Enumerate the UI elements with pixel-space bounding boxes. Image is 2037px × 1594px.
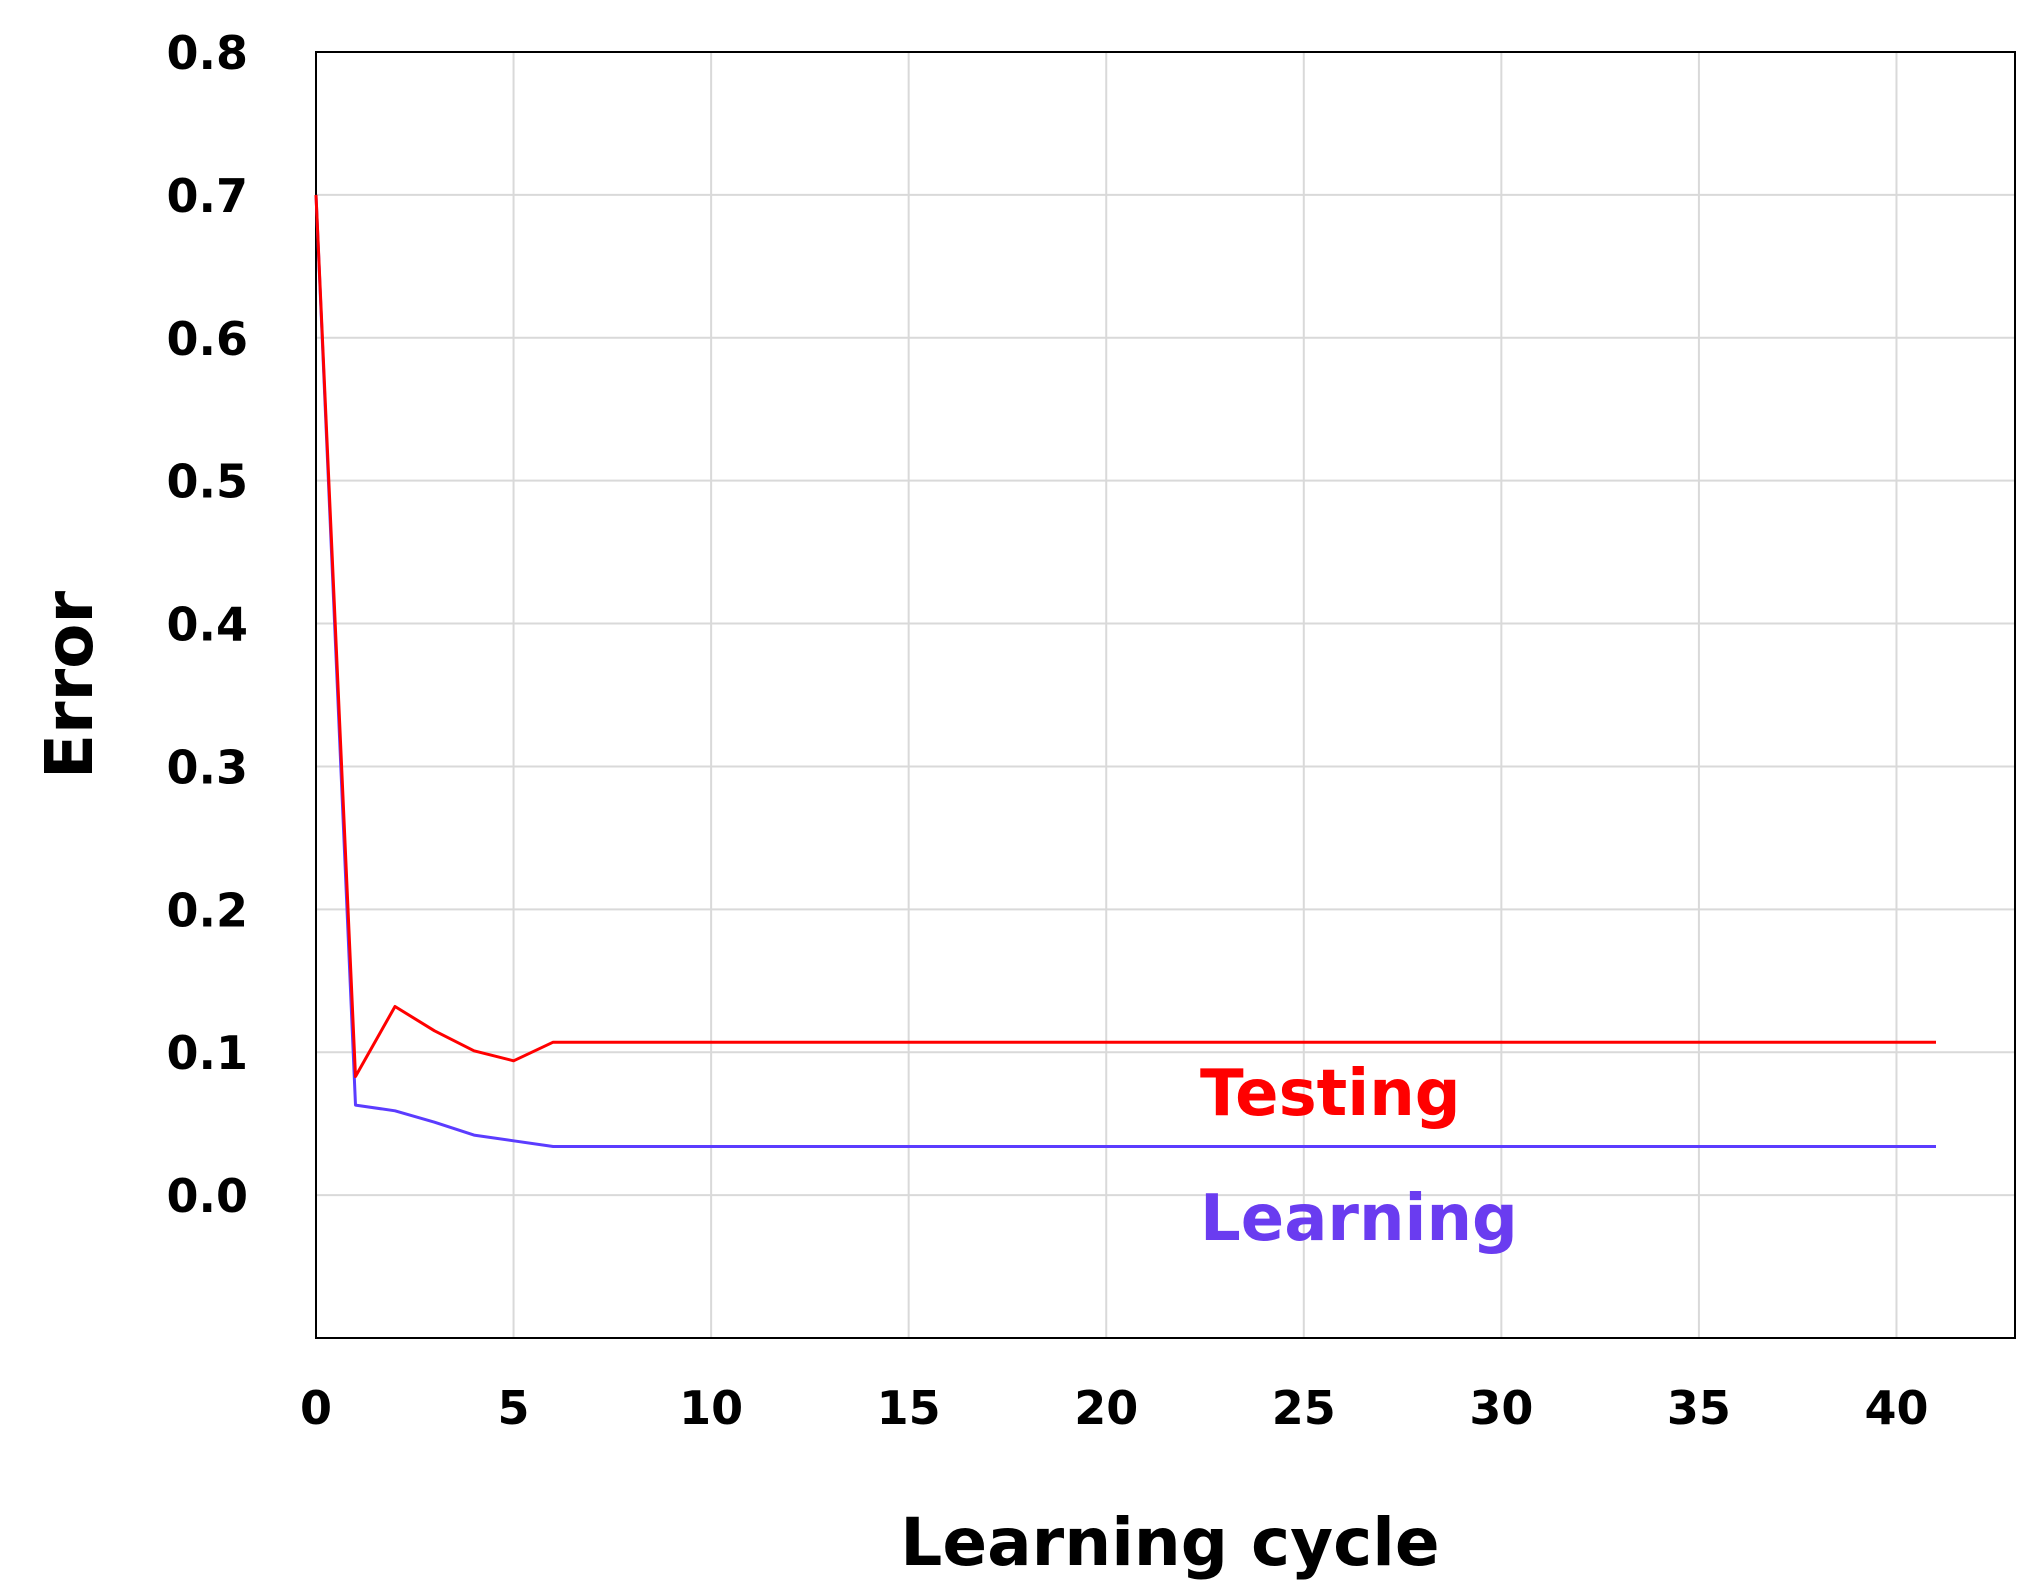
x-tick-label: 35 (1667, 1381, 1731, 1435)
x-tick-label: 25 (1272, 1381, 1336, 1435)
series-label-testing: Testing (1200, 1057, 1461, 1131)
series-label-learning: Learning (1200, 1182, 1518, 1256)
x-tick-label: 20 (1074, 1381, 1138, 1435)
series-line-learning (314, 194, 1936, 1148)
y-tick-label: 0.7 (167, 169, 249, 223)
y-tick-labels: 0.0 0.1 0.2 0.3 0.4 0.5 0.6 0.7 0.8 (167, 26, 249, 1223)
x-tick-label: 5 (498, 1381, 530, 1435)
x-tick-label: 10 (679, 1381, 743, 1435)
y-tick-label: 0.5 (167, 455, 249, 509)
x-tick-label: 0 (300, 1381, 332, 1435)
plot-frame (315, 51, 2016, 1339)
x-tick-label: 30 (1469, 1381, 1533, 1435)
y-tick-label: 0.1 (167, 1026, 249, 1080)
x-tick-label: 40 (1864, 1381, 1928, 1435)
x-axis-title: Learning cycle (900, 1504, 1439, 1581)
y-tick-label: 0.6 (167, 312, 249, 366)
y-tick-label: 0.8 (167, 26, 249, 80)
x-tick-labels: 0 5 10 15 20 25 30 35 40 (300, 1381, 1928, 1435)
y-tick-label: 0.3 (167, 740, 249, 794)
y-axis-title: Error (31, 591, 108, 780)
x-tick-label: 15 (877, 1381, 941, 1435)
y-tick-label: 0.2 (167, 883, 249, 937)
series-layer (314, 194, 1936, 1148)
y-tick-label: 0.0 (167, 1169, 249, 1223)
y-tick-label: 0.4 (167, 598, 249, 652)
series-line-testing (314, 194, 1936, 1078)
